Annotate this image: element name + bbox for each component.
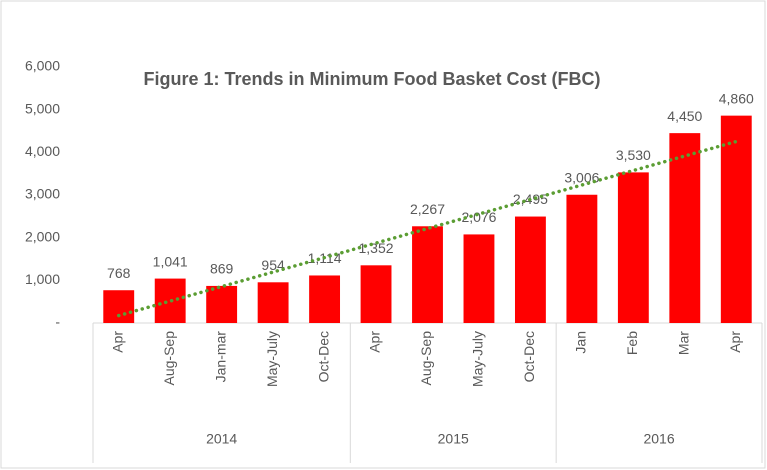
chart-title: Figure 1: Trends in Minimum Food Basket …	[143, 69, 600, 89]
bar	[103, 290, 135, 323]
value-label: 3,006	[564, 169, 599, 185]
bar	[669, 133, 701, 323]
y-tick-label: 3,000	[25, 186, 60, 202]
value-label: 4,860	[719, 90, 754, 106]
bar	[360, 265, 392, 323]
bar	[257, 282, 289, 323]
bar	[309, 275, 341, 323]
bar	[617, 172, 649, 323]
value-label: 1,352	[359, 240, 394, 256]
x-tick-label: Apr	[727, 331, 743, 353]
bar	[720, 115, 752, 323]
y-tick-label: -	[55, 314, 60, 330]
value-label: 1,041	[153, 253, 188, 269]
x-tick-label: Aug-Sep	[161, 331, 177, 386]
x-tick-label: Apr	[367, 331, 383, 353]
bar	[463, 234, 495, 323]
y-tick-label: 2,000	[25, 228, 60, 244]
y-tick-label: 5,000	[25, 100, 60, 116]
x-tick-label: Oct-Dec	[521, 331, 537, 382]
y-tick-label: 4,000	[25, 143, 60, 159]
x-tick-label: Oct-Dec	[315, 331, 331, 382]
group-label: 2016	[643, 431, 674, 447]
x-tick-label: Mar	[676, 331, 692, 355]
x-tick-label: Jan	[573, 331, 589, 354]
value-label: 768	[107, 265, 131, 281]
value-label: 954	[261, 257, 285, 273]
bar	[514, 216, 546, 323]
x-tick-label: Apr	[109, 331, 125, 353]
bar	[566, 194, 598, 323]
x-tick-label: Jan-mar	[212, 331, 228, 383]
group-label: 2015	[438, 431, 469, 447]
value-label: 3,530	[616, 147, 651, 163]
group-label: 2014	[206, 431, 237, 447]
bar	[206, 285, 238, 323]
y-tick-label: 1,000	[25, 271, 60, 287]
x-tick-label: May-July	[264, 331, 280, 387]
x-tick-label: May-July	[470, 331, 486, 387]
value-label: 869	[210, 261, 234, 277]
value-label: 2,267	[410, 201, 445, 217]
value-label: 2,076	[461, 209, 496, 225]
x-tick-label: Aug-Sep	[418, 331, 434, 386]
x-tick-label: Feb	[624, 331, 640, 355]
y-tick-label: 6,000	[25, 58, 60, 74]
bar	[412, 226, 443, 323]
value-label: 4,450	[667, 108, 702, 124]
